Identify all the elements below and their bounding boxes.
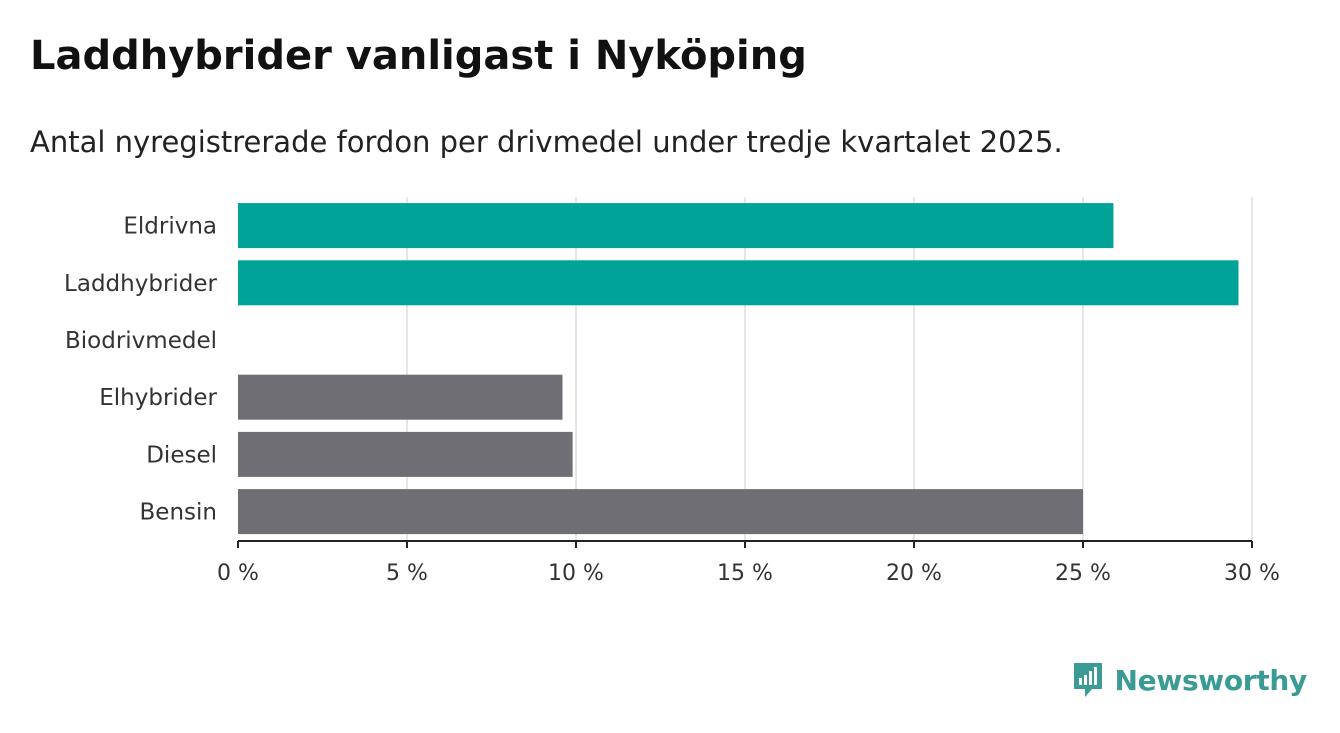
bar-laddhybrider — [238, 260, 1239, 306]
newsworthy-brand: Newsworthy — [1071, 660, 1307, 700]
x-tick-label-2: 10 % — [548, 561, 604, 586]
category-label-eldrivna: Eldrivna — [123, 214, 217, 240]
bar-diesel — [238, 431, 573, 477]
category-label-biodrivmedel: Biodrivmedel — [65, 328, 217, 354]
x-tick-label-5: 25 % — [1055, 561, 1111, 586]
bar-elhybrider — [238, 374, 563, 420]
category-label-elhybrider: Elhybrider — [99, 385, 217, 411]
x-tick-label-1: 5 % — [386, 561, 428, 586]
x-tick-label-4: 20 % — [886, 561, 942, 586]
x-tick-label-6: 30 % — [1224, 561, 1280, 586]
x-tick-label-0: 0 % — [217, 561, 259, 586]
category-labels: Eldrivna Laddhybrider Biodrivmedel Elhybrid… — [64, 214, 217, 526]
brand-name: Newsworthy — [1114, 663, 1308, 697]
bar-bensin — [238, 489, 1083, 535]
grid-lines — [406, 197, 1253, 541]
chart-subtitle: Antal nyregistrerade fordon per drivmede… — [30, 125, 1063, 159]
category-label-bensin: Bensin — [140, 500, 217, 526]
newsworthy-logo-icon — [1073, 663, 1102, 697]
x-tick-label-3: 15 % — [717, 561, 773, 586]
category-label-laddhybrider: Laddhybrider — [64, 271, 217, 297]
x-axis: 0 % 5 % 10 % 15 % 20 % 25 % 30 % — [217, 540, 1280, 586]
bar-eldrivna — [238, 203, 1114, 249]
category-label-diesel: Diesel — [146, 442, 217, 468]
chart-title: Laddhybrider vanligast i Nyköping — [30, 33, 807, 79]
bars — [238, 203, 1239, 535]
